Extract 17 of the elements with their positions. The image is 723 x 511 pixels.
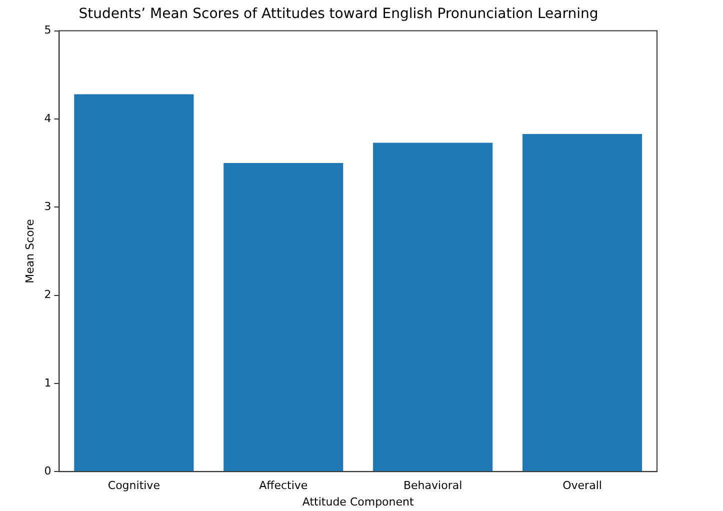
bar [373,142,493,472]
y-tick-label: 3 [44,200,52,213]
x-tick-label: Cognitive [108,479,160,492]
bar [74,94,194,472]
x-tick-label: Overall [562,479,602,492]
y-tick-label: 4 [44,112,52,125]
chart-title: Students’ Mean Scores of Attitudes toward English Pronunciation Learning [78,6,598,22]
x-axis-title: Attitude Component [302,495,414,508]
y-tick-label: 2 [44,288,52,302]
y-tick-label: 0 [44,464,52,478]
bar [224,163,344,472]
x-tick-label: Behavioral [403,479,462,492]
y-tick-label: 5 [44,24,52,37]
y-axis-title: Mean Score [23,218,36,284]
y-tick-label: 1 [44,376,52,390]
x-tick-label: Affective [259,479,308,492]
bar [522,134,642,472]
